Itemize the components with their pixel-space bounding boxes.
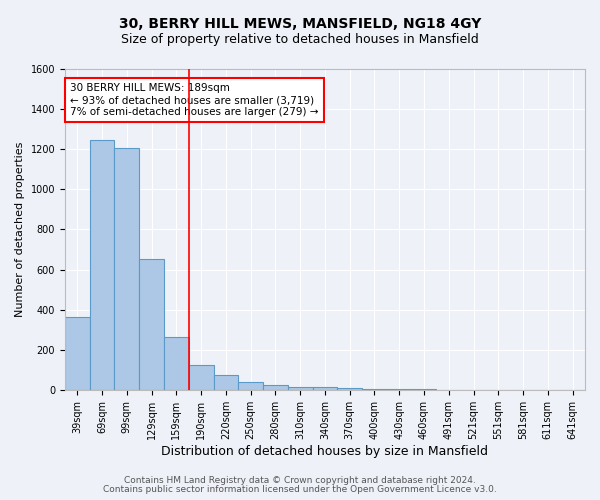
Bar xyxy=(164,336,189,390)
Bar xyxy=(189,365,214,390)
Bar xyxy=(214,375,238,390)
Text: Contains HM Land Registry data © Crown copyright and database right 2024.: Contains HM Land Registry data © Crown c… xyxy=(124,476,476,485)
Bar xyxy=(238,382,263,390)
X-axis label: Distribution of detached houses by size in Mansfield: Distribution of detached houses by size … xyxy=(161,444,488,458)
Y-axis label: Number of detached properties: Number of detached properties xyxy=(15,142,25,317)
Text: Contains public sector information licensed under the Open Government Licence v3: Contains public sector information licen… xyxy=(103,485,497,494)
Bar xyxy=(387,389,412,390)
Bar xyxy=(288,386,313,390)
Text: 30, BERRY HILL MEWS, MANSFIELD, NG18 4GY: 30, BERRY HILL MEWS, MANSFIELD, NG18 4GY xyxy=(119,18,481,32)
Bar xyxy=(362,389,387,390)
Text: 30 BERRY HILL MEWS: 189sqm
← 93% of detached houses are smaller (3,719)
7% of se: 30 BERRY HILL MEWS: 189sqm ← 93% of deta… xyxy=(70,84,319,116)
Bar xyxy=(65,316,89,390)
Bar xyxy=(89,140,115,390)
Bar xyxy=(313,388,337,390)
Bar xyxy=(337,388,362,390)
Bar xyxy=(115,148,139,390)
Text: Size of property relative to detached houses in Mansfield: Size of property relative to detached ho… xyxy=(121,32,479,46)
Bar xyxy=(263,385,288,390)
Bar xyxy=(139,258,164,390)
